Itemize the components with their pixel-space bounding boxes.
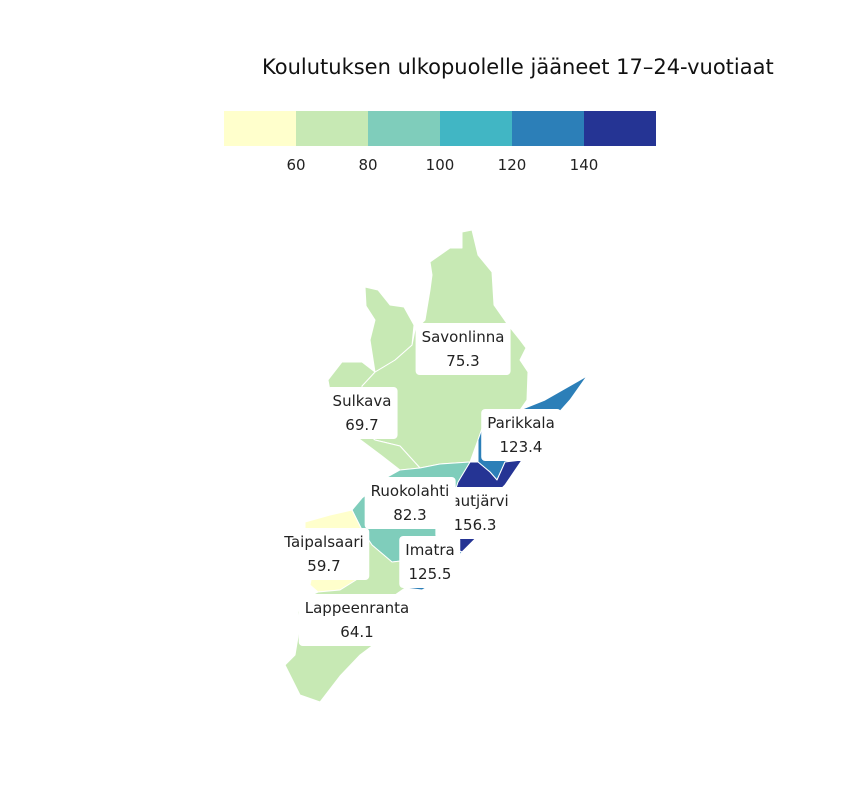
label-sulkava: Sulkava 69.7 [326, 387, 398, 439]
legend-swatch-4 [440, 111, 512, 146]
legend-tick-140: 140 [569, 156, 599, 174]
label-value: 59.7 [307, 557, 341, 575]
label-value: 156.3 [453, 516, 497, 534]
legend-swatch-2 [296, 111, 368, 146]
legend-tick-100: 100 [425, 156, 455, 174]
legend-tick-60: 60 [286, 156, 306, 174]
label-savonlinna: Savonlinna 75.3 [415, 323, 511, 375]
color-legend: 60 80 100 120 140 [224, 111, 656, 179]
label-name: Parikkala [487, 414, 555, 432]
label-name: Taipalsaari [284, 533, 364, 551]
label-imatra: Imatra 125.5 [399, 536, 461, 588]
label-taipalsaari: Taipalsaari 59.7 [278, 528, 370, 580]
label-name: Lappeenranta [304, 599, 410, 617]
label-value: 125.5 [408, 565, 452, 583]
label-name: Rautjärvi [441, 492, 509, 510]
legend-swatch-5 [512, 111, 584, 146]
label-value: 64.1 [340, 623, 374, 641]
label-rautjarvi: Rautjärvi 156.3 [435, 487, 515, 539]
legend-swatch-6 [584, 111, 656, 146]
label-value: 82.3 [393, 506, 427, 524]
map-title: Koulutuksen ulkopuolelle jääneet 17–24-v… [262, 55, 774, 79]
label-ruokolahti: Ruokolahti 82.3 [364, 477, 456, 529]
label-value: 123.4 [499, 438, 543, 456]
label-name: Ruokolahti [370, 482, 450, 500]
legend-tick-80: 80 [358, 156, 378, 174]
label-name: Imatra [405, 541, 455, 559]
legend-swatch-3 [368, 111, 440, 146]
label-name: Savonlinna [421, 328, 505, 346]
label-lappeenranta: Lappeenranta 64.1 [298, 594, 416, 646]
legend-swatch-1 [224, 111, 296, 146]
label-value: 75.3 [446, 352, 480, 370]
label-name: Sulkava [332, 392, 392, 410]
label-parikkala: Parikkala 123.4 [481, 409, 561, 461]
label-value: 69.7 [345, 416, 379, 434]
legend-tick-120: 120 [497, 156, 527, 174]
